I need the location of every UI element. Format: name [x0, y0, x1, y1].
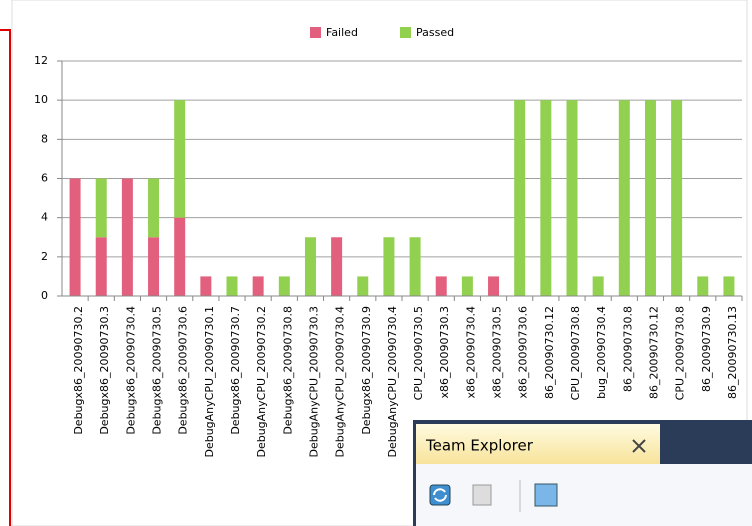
- x-tick-label: 86_20090730.9: [700, 306, 713, 392]
- bar-segment: [121, 178, 133, 296]
- bar-segment: [435, 276, 447, 296]
- x-tick-label: Debugx86_20090730.4: [124, 306, 137, 435]
- bar-segment: [174, 100, 186, 218]
- x-tick-label: 86_20090730.12: [647, 306, 660, 399]
- y-tick-label: 2: [41, 250, 48, 263]
- legend-label: Passed: [416, 26, 454, 39]
- toolbar: [416, 464, 752, 526]
- x-tick-label: Debugx86_20090730.3: [98, 306, 111, 435]
- y-tick-label: 8: [41, 132, 48, 145]
- x-tick-label: Debugx86_20090730.7: [229, 306, 242, 435]
- bar-segment: [148, 237, 160, 296]
- bar-segment: [514, 100, 526, 297]
- y-tick-label: 12: [34, 54, 48, 67]
- bar-segment: [592, 276, 604, 296]
- bar-segment: [174, 217, 186, 296]
- bar-segment: [723, 276, 735, 296]
- x-tick-label: 86_20090730.12: [543, 306, 556, 399]
- refresh-glyph: [433, 488, 447, 502]
- x-tick-label: Debugx86_20090730.8: [281, 306, 294, 435]
- bar-segment: [200, 276, 212, 296]
- bar-segment: [566, 100, 578, 297]
- bar-segment: [644, 100, 656, 297]
- y-tick-label: 4: [41, 211, 48, 224]
- panel-title: Team Explorer: [425, 437, 534, 455]
- x-tick-label: DebugAnyCPU_20090730.4: [386, 306, 399, 458]
- bar-segment: [278, 276, 290, 296]
- legend-swatch: [400, 27, 411, 38]
- bar-segment: [331, 237, 343, 296]
- bar-segment: [697, 276, 709, 296]
- x-tick-label: 86_20090730.13: [726, 306, 739, 399]
- bar-segment: [488, 276, 500, 296]
- bar-segment: [304, 237, 316, 296]
- bar-segment: [69, 178, 81, 296]
- bar-segment: [357, 276, 369, 296]
- bar-segment: [252, 276, 264, 296]
- bar-segment: [461, 276, 473, 296]
- y-tick-label: 6: [41, 172, 48, 185]
- connect-icon[interactable]: [534, 483, 558, 507]
- x-tick-label: x86_20090730.5: [491, 306, 504, 399]
- bar-segment: [226, 276, 238, 296]
- x-tick-label: CPU_20090730.8: [674, 306, 687, 400]
- stop-icon[interactable]: [472, 484, 492, 506]
- bar-segment: [540, 100, 552, 297]
- y-tick-label: 10: [34, 93, 48, 106]
- x-tick-label: bug_20090730.4: [595, 306, 608, 399]
- x-tick-label: Debugx86_20090730.5: [151, 306, 164, 435]
- panel-tab[interactable]: [416, 424, 660, 464]
- refresh-icon[interactable]: [429, 484, 451, 506]
- bar-segment: [148, 178, 160, 238]
- x-tick-label: DebugAnyCPU_20090730.1: [203, 306, 216, 458]
- x-tick-label: CPU_20090730.5: [412, 306, 425, 400]
- x-tick-label: DebugAnyCPU_20090730.3: [307, 306, 320, 458]
- legend-swatch: [310, 27, 321, 38]
- x-tick-label: 86_20090730.8: [621, 306, 634, 392]
- x-tick-label: x86_20090730.3: [438, 306, 451, 399]
- x-tick-label: DebugAnyCPU_20090730.2: [255, 306, 268, 458]
- x-tick-label: CPU_20090730.8: [569, 306, 582, 400]
- x-tick-label: DebugAnyCPU_20090730.4: [334, 306, 347, 458]
- x-tick-label: x86_20090730.4: [464, 306, 477, 399]
- x-tick-label: x86_20090730.6: [517, 306, 530, 399]
- x-tick-label: Debugx86_20090730.2: [72, 306, 85, 435]
- bar-segment: [383, 237, 395, 296]
- plot: 0 2 4 6 8 10 12 Failed Passed Debugx86_20090730.2…: [34, 26, 743, 458]
- legend-label: Failed: [326, 26, 358, 39]
- bar-segment: [95, 237, 107, 296]
- close-button[interactable]: [632, 439, 646, 453]
- x-tick-label: Debugx86_20090730.6: [177, 306, 190, 435]
- bar-segment: [671, 100, 683, 297]
- bar-segment: [618, 100, 630, 297]
- team-explorer-panel: Team Explorer: [413, 420, 752, 526]
- selection-border: [0, 29, 11, 526]
- x-tick-label: Debugx86_20090730.9: [360, 306, 373, 435]
- bar-segment: [409, 237, 421, 296]
- bar-segment: [95, 178, 107, 238]
- y-tick-label: 0: [41, 289, 48, 302]
